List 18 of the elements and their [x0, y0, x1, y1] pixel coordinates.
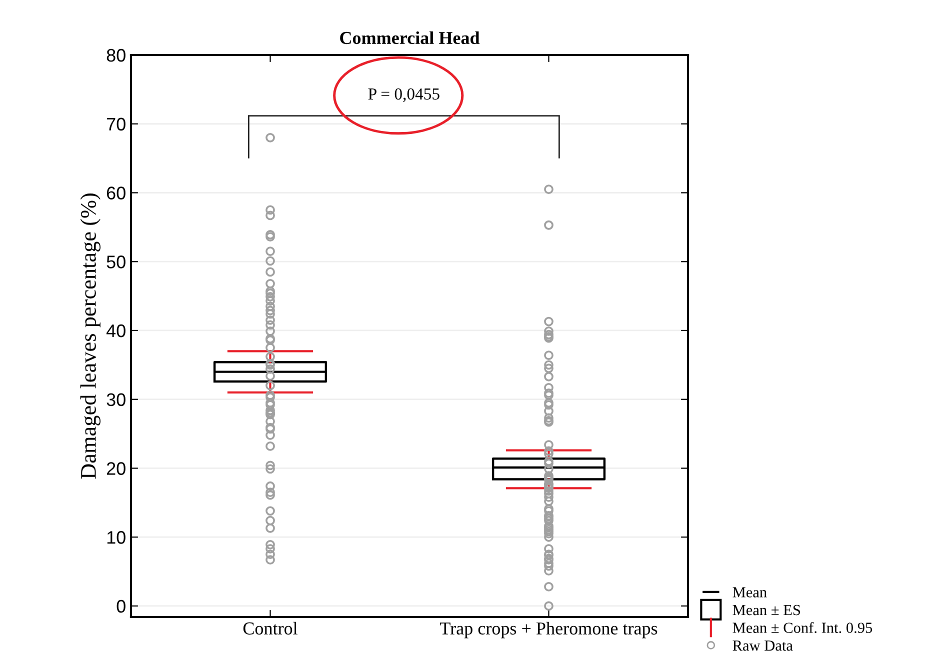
y-tick-label: 70: [106, 118, 126, 131]
y-tick-label: 60: [106, 186, 126, 200]
y-tick-label: 0: [116, 600, 126, 613]
legend-label: Mean ± ES: [732, 604, 800, 616]
y-tick-label: 80: [106, 48, 126, 62]
legend-label: Raw Data: [732, 640, 793, 651]
text: Mean ± Conf. Int. 0.95: [732, 622, 872, 634]
chart-title: Commercial Head: [340, 31, 480, 44]
y-tick-label: 10: [107, 531, 126, 544]
y-axis-title: Damaged leaves percentage (%): [80, 194, 100, 479]
annotation: P = 0,0455: [368, 88, 440, 102]
y-tick-label: 50: [106, 256, 126, 268]
text: Mean: [732, 587, 767, 598]
y-tick-label: 20: [106, 462, 126, 475]
x-tick-label: Trap crops + Pheromone traps: [440, 622, 658, 638]
x-tick-label: Control: [243, 622, 298, 635]
y-tick-label: 40: [106, 324, 126, 338]
y-tick-label: 30: [106, 393, 126, 406]
